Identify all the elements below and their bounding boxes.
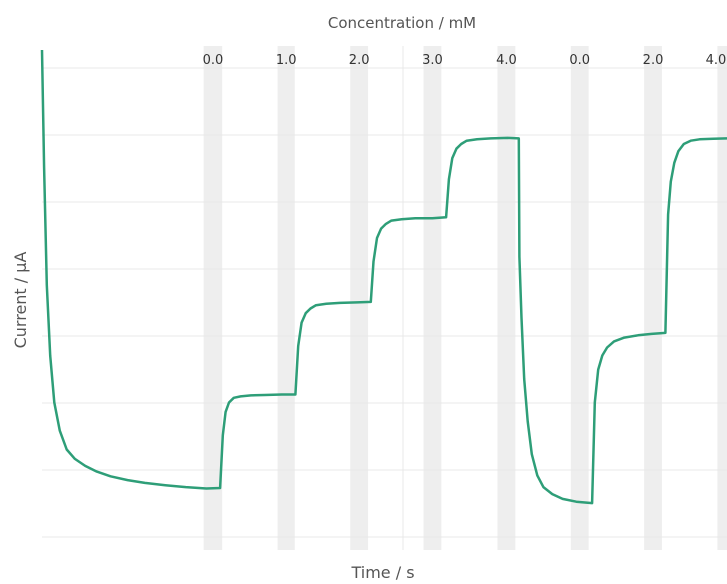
injection-band	[423, 46, 442, 550]
concentration-tick-label: 2.0	[643, 53, 664, 68]
grid-lines	[42, 46, 727, 550]
top-axis-label: Concentration / mM	[328, 14, 476, 32]
injection-band	[277, 46, 295, 550]
y-axis-label: Current / μA	[11, 252, 30, 349]
series-line	[40, 49, 727, 505]
injection-band	[203, 46, 223, 550]
concentration-tick-label: 1.0	[276, 53, 297, 68]
concentration-tick-label: 0.0	[569, 53, 590, 68]
injection-bands	[203, 46, 727, 550]
concentration-tick-label: 4.0	[496, 53, 517, 68]
concentration-tick-label: 0.0	[203, 53, 224, 68]
concentration-tick-label: 2.0	[349, 53, 370, 68]
injection-band	[717, 46, 727, 550]
injection-band	[570, 46, 589, 550]
injection-band	[350, 46, 369, 550]
concentration-tick-label: 4.0	[706, 53, 727, 68]
x-axis-label: Time / s	[350, 563, 414, 582]
concentration-tick-labels: 0.0 1.0 2.0 3.0 4.0 0.0 2.0 4.0	[203, 53, 727, 68]
injection-band	[644, 46, 662, 550]
concentration-tick-label: 3.0	[422, 53, 443, 68]
injection-band	[497, 46, 516, 550]
